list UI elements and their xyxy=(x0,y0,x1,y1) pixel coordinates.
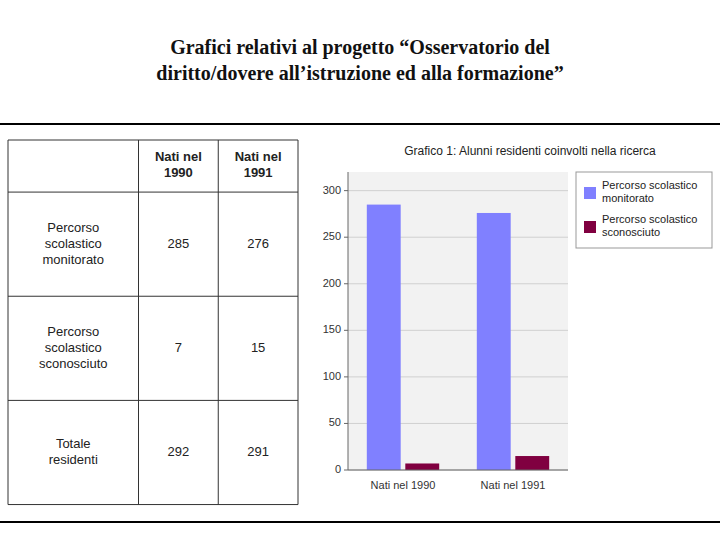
table-rule xyxy=(8,400,298,401)
y-tick xyxy=(344,283,348,284)
table-rule xyxy=(8,504,298,505)
legend-swatch xyxy=(584,187,596,199)
bar xyxy=(477,213,511,470)
y-tick xyxy=(344,423,348,424)
text-line: 291 xyxy=(247,444,269,459)
text-line: 15 xyxy=(251,340,265,355)
legend-frame xyxy=(576,172,712,248)
table-cell: 7 xyxy=(175,340,182,355)
y-tick xyxy=(344,470,348,471)
bottom-rule xyxy=(0,521,720,523)
table-cell: Nati nel1990 xyxy=(155,149,202,180)
legend: Percorso scolasticomonitoratoPercorso sc… xyxy=(576,172,712,248)
title-rule xyxy=(0,123,720,125)
table-cell: Percorsoscolasticosconosciuto xyxy=(39,324,108,371)
text-line: Totale xyxy=(56,436,91,451)
y-tick-label: 150 xyxy=(323,323,341,335)
table-cell: 292 xyxy=(168,444,190,459)
table-rule xyxy=(138,140,139,505)
table-rule xyxy=(298,140,299,505)
text-line: 1991 xyxy=(244,165,273,180)
text-line: scolastico xyxy=(45,340,102,355)
table: Nati nel1990Nati nel1991Percorsoscolasti… xyxy=(8,140,298,505)
legend-entry: Percorso scolasticosconosciuto xyxy=(602,213,697,238)
y-tick xyxy=(344,330,348,331)
table-rule xyxy=(218,140,219,505)
bar xyxy=(367,205,401,470)
table-cell: Nati nel1991 xyxy=(235,149,282,180)
text-line: sconosciuto xyxy=(39,356,108,371)
y-tick-label: 50 xyxy=(329,416,341,428)
chart-title: Grafico 1: Alunni residenti coinvolti ne… xyxy=(404,144,656,158)
bar-chart: Grafico 1: Alunni residenti coinvolti ne… xyxy=(323,144,712,491)
text-line: Nati nel xyxy=(155,149,202,164)
text-line: monitorato xyxy=(43,252,104,267)
text-line: diritto/dovere all’istruzione ed alla fo… xyxy=(156,62,563,84)
y-tick xyxy=(344,237,348,238)
y-tick xyxy=(344,190,348,191)
page-canvas: Grafici relativi al progetto “Osservator… xyxy=(0,0,720,540)
y-tick-label: 300 xyxy=(323,184,341,196)
x-tick-label: Nati nel 1991 xyxy=(481,479,546,491)
text-line: Percorso scolastico xyxy=(602,213,697,225)
page: {"title": "Grafici relativi al progetto … xyxy=(0,0,720,540)
bar xyxy=(405,463,439,470)
table-rule xyxy=(8,296,298,297)
x-axis-line xyxy=(348,470,568,471)
table-cell: 276 xyxy=(247,236,269,251)
table-cell: 15 xyxy=(251,340,265,355)
text-line: 285 xyxy=(168,236,190,251)
legend-swatch xyxy=(584,221,596,233)
page-title: Grafici relativi al progetto “Osservator… xyxy=(156,36,563,84)
text-line: 1990 xyxy=(164,165,193,180)
table-rule xyxy=(8,192,298,193)
table-cell: 291 xyxy=(247,444,269,459)
grid-line xyxy=(348,190,568,191)
text-line: Percorso scolastico xyxy=(602,179,697,191)
grid-line xyxy=(348,470,568,471)
y-tick-label: 100 xyxy=(323,370,341,382)
text-line: Percorso xyxy=(47,220,99,235)
y-tick-label: 0 xyxy=(335,463,341,475)
y-tick-label: 250 xyxy=(323,230,341,242)
text-line: 276 xyxy=(247,236,269,251)
text-line: monitorato xyxy=(602,192,654,204)
text-line: residenti xyxy=(49,452,98,467)
x-tick-label: Nati nel 1990 xyxy=(371,479,436,491)
text-line: Grafici relativi al progetto “Osservator… xyxy=(170,36,550,59)
table-cell: 285 xyxy=(168,236,190,251)
table-rule xyxy=(8,140,9,505)
text-line: scolastico xyxy=(45,236,102,251)
legend-entry: Percorso scolasticomonitorato xyxy=(602,179,697,204)
table-rule xyxy=(8,140,298,141)
y-tick xyxy=(344,376,348,377)
plot-background xyxy=(348,172,568,470)
bar xyxy=(515,456,549,470)
text-line: Grafico 1: Alunni residenti coinvolti ne… xyxy=(404,144,656,158)
text-line: Nati nel xyxy=(235,149,282,164)
text-line: 292 xyxy=(168,444,190,459)
text-line: 7 xyxy=(175,340,182,355)
y-tick-label: 200 xyxy=(323,277,341,289)
bars xyxy=(367,205,549,470)
text-line: Percorso xyxy=(47,324,99,339)
table-cell: Totaleresidenti xyxy=(49,436,98,467)
y-axis-line xyxy=(348,172,349,470)
table-cell: Percorsoscolasticomonitorato xyxy=(43,220,104,267)
text-line: sconosciuto xyxy=(602,226,660,238)
